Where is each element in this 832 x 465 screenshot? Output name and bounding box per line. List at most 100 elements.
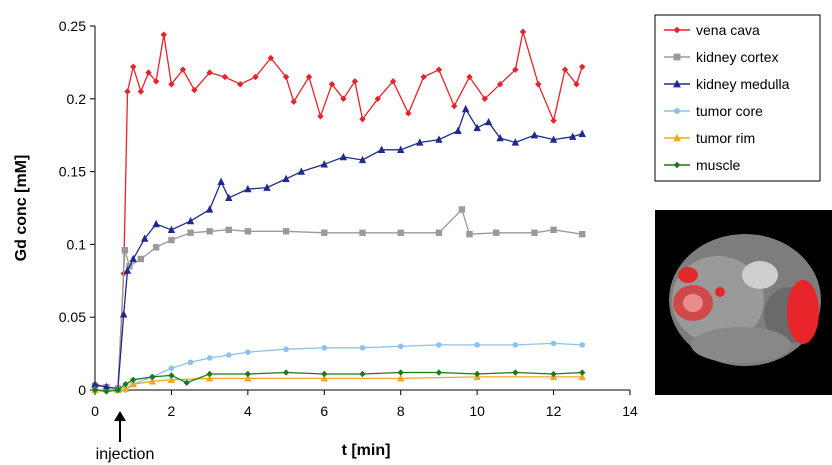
data-point — [152, 78, 160, 85]
data-point — [550, 340, 557, 347]
series-line — [94, 107, 583, 390]
y-tick-label: 0 — [78, 382, 86, 398]
data-point — [484, 117, 493, 126]
data-point — [397, 369, 404, 376]
x-tick-label: 0 — [91, 403, 99, 419]
data-point — [359, 344, 366, 351]
legend-item: kidney medulla — [664, 76, 790, 92]
data-point — [282, 174, 290, 183]
data-point — [263, 183, 271, 191]
data-point — [673, 161, 681, 169]
series-kidney-medulla — [91, 104, 586, 392]
data-point — [321, 370, 328, 378]
data-point — [91, 386, 99, 394]
data-point — [458, 206, 466, 213]
data-point — [121, 247, 129, 254]
data-point — [114, 386, 122, 394]
data-point — [283, 346, 289, 353]
data-point — [206, 355, 213, 361]
data-point — [339, 152, 348, 161]
data-point — [152, 219, 160, 228]
data-point — [561, 66, 569, 73]
series-line — [95, 31, 583, 391]
data-point — [206, 69, 213, 76]
data-point — [454, 126, 462, 135]
data-point — [130, 63, 137, 70]
data-point — [550, 117, 557, 124]
data-point — [435, 369, 443, 376]
data-point — [328, 81, 336, 88]
data-point — [252, 73, 259, 81]
legend-label: kidney cortex — [696, 49, 778, 65]
data-point — [102, 382, 111, 391]
data-point — [168, 365, 175, 371]
x-tick-label: 4 — [244, 403, 252, 419]
data-point — [290, 98, 297, 105]
data-point — [420, 73, 427, 81]
data-point — [145, 69, 152, 76]
data-point — [397, 374, 405, 382]
data-point — [435, 66, 443, 73]
data-point — [221, 73, 229, 81]
data-point — [674, 108, 680, 114]
data-point — [122, 380, 129, 388]
data-point — [397, 229, 404, 236]
y-axis-title: Gd conc [mM] — [13, 155, 30, 262]
data-point — [320, 160, 328, 168]
data-point — [121, 384, 130, 392]
injection-label: injection — [96, 446, 155, 463]
data-point — [461, 104, 470, 113]
legend-label: kidney medulla — [696, 76, 790, 92]
data-point — [321, 344, 328, 351]
series-kidney-cortex — [91, 206, 586, 392]
x-tick-label: 12 — [546, 403, 562, 419]
data-point — [225, 193, 233, 202]
data-point — [167, 375, 176, 384]
data-point — [140, 234, 149, 242]
injection-annotation: injection — [96, 411, 155, 463]
series-layer — [91, 28, 586, 395]
data-point — [512, 342, 519, 348]
data-point — [206, 370, 213, 378]
data-point — [673, 26, 681, 34]
data-point — [550, 226, 557, 234]
data-point — [466, 73, 473, 81]
data-point — [340, 95, 347, 102]
data-point — [205, 374, 214, 382]
data-point — [168, 236, 175, 244]
x-axis-ticks: 0 2 4 6 8 10 12 14 — [91, 390, 638, 419]
data-point — [359, 115, 366, 123]
series-line — [94, 371, 583, 393]
series-tumor-core — [92, 340, 586, 393]
plot-area — [94, 26, 630, 391]
series-line — [95, 342, 583, 391]
data-point — [549, 135, 558, 143]
y-tick-label: 0.1 — [67, 236, 87, 252]
data-point — [550, 370, 557, 378]
data-point — [183, 379, 190, 386]
data-point — [123, 266, 132, 274]
data-point — [473, 370, 481, 378]
data-point — [191, 86, 198, 94]
x-tick-label: 6 — [320, 403, 328, 419]
data-point — [244, 370, 252, 378]
data-point — [397, 145, 405, 153]
legend-label: muscle — [696, 157, 741, 173]
data-point — [374, 95, 381, 102]
data-point — [187, 359, 194, 366]
data-point — [397, 343, 404, 350]
data-point — [321, 229, 328, 236]
data-point — [358, 155, 367, 164]
data-point — [474, 342, 480, 348]
data-point — [359, 229, 366, 236]
data-point — [351, 78, 359, 85]
data-point — [237, 81, 244, 88]
data-point — [673, 133, 681, 142]
data-point — [579, 369, 586, 376]
data-point — [511, 138, 520, 146]
data-point — [129, 254, 137, 263]
data-point — [225, 226, 232, 234]
legend-item: tumor core — [664, 103, 763, 119]
data-point — [137, 88, 145, 95]
